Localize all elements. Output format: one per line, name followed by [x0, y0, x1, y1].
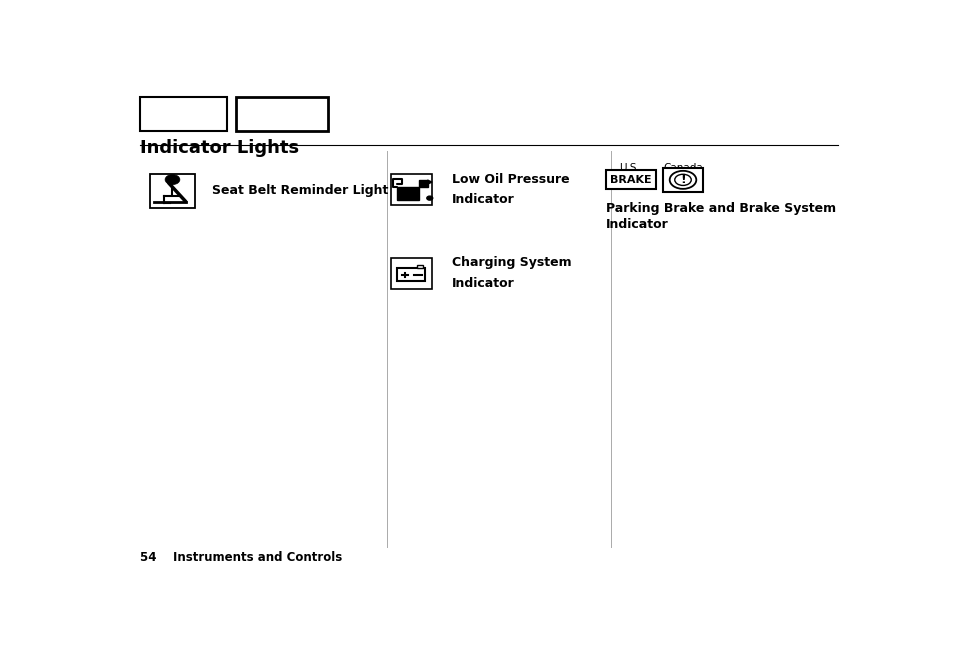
Circle shape [426, 196, 433, 200]
Bar [150, 174, 195, 207]
Text: Indicator: Indicator [452, 193, 515, 206]
Text: Seat Belt Reminder Light: Seat Belt Reminder Light [212, 184, 388, 197]
Text: BRAKE: BRAKE [609, 175, 651, 185]
Polygon shape [427, 180, 432, 184]
Bar [416, 265, 423, 268]
Text: !: ! [679, 173, 685, 186]
Polygon shape [418, 180, 427, 187]
Text: Indicator: Indicator [452, 277, 515, 290]
Bar [391, 257, 431, 289]
Text: 54    Instruments and Controls: 54 Instruments and Controls [140, 551, 342, 564]
Bar [391, 174, 431, 205]
Bar [605, 170, 656, 189]
Polygon shape [396, 187, 418, 200]
Bar [235, 96, 328, 131]
Text: Indicator: Indicator [605, 218, 668, 231]
Text: Indicator Lights: Indicator Lights [140, 139, 298, 157]
Text: Parking Brake and Brake System: Parking Brake and Brake System [605, 202, 835, 215]
Bar [662, 168, 702, 192]
Bar [396, 268, 425, 281]
Text: Low Oil Pressure: Low Oil Pressure [452, 173, 569, 186]
Text: Charging System: Charging System [452, 256, 571, 269]
Bar [140, 96, 227, 131]
Text: Canada: Canada [662, 163, 702, 173]
Text: U.S.: U.S. [618, 163, 639, 173]
Circle shape [165, 175, 180, 185]
